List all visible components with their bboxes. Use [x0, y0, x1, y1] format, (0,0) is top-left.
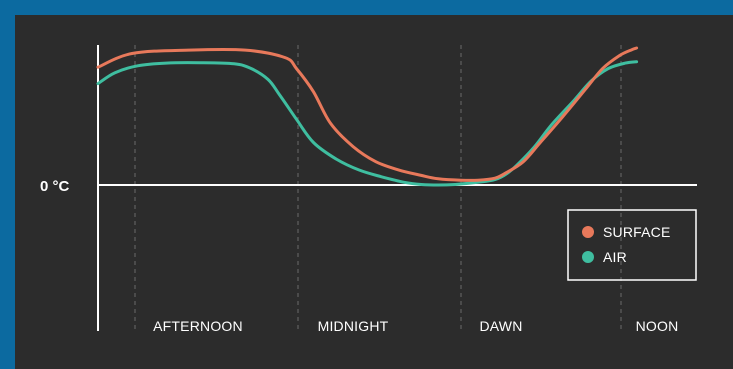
x-axis-labels: AFTERNOON MIDNIGHT DAWN NOON [153, 318, 678, 334]
x-tick-label: NOON [636, 318, 679, 334]
legend-box [567, 209, 697, 281]
legend-label-surface: SURFACE [603, 224, 671, 240]
legend: SURFACE AIR [567, 209, 697, 281]
legend-marker-surface [582, 226, 594, 238]
x-tick-label: MIDNIGHT [318, 318, 389, 334]
legend-marker-air [582, 251, 594, 263]
chart-frame: 0 °C AFTERNOON MIDNIGHT DAWN NOON SURFACE AI… [15, 15, 733, 369]
zero-baseline-label: 0 °C [40, 178, 70, 195]
series-line-surface [96, 46, 639, 182]
chart-svg: 0 °C AFTERNOON MIDNIGHT DAWN NOON SURFACE AI… [40, 45, 697, 334]
x-tick-label: DAWN [479, 318, 522, 334]
series-line-air [96, 60, 639, 187]
series-layer [96, 46, 639, 187]
grid-lines [134, 45, 622, 333]
legend-label-air: AIR [603, 249, 627, 265]
x-tick-label: AFTERNOON [153, 318, 243, 334]
